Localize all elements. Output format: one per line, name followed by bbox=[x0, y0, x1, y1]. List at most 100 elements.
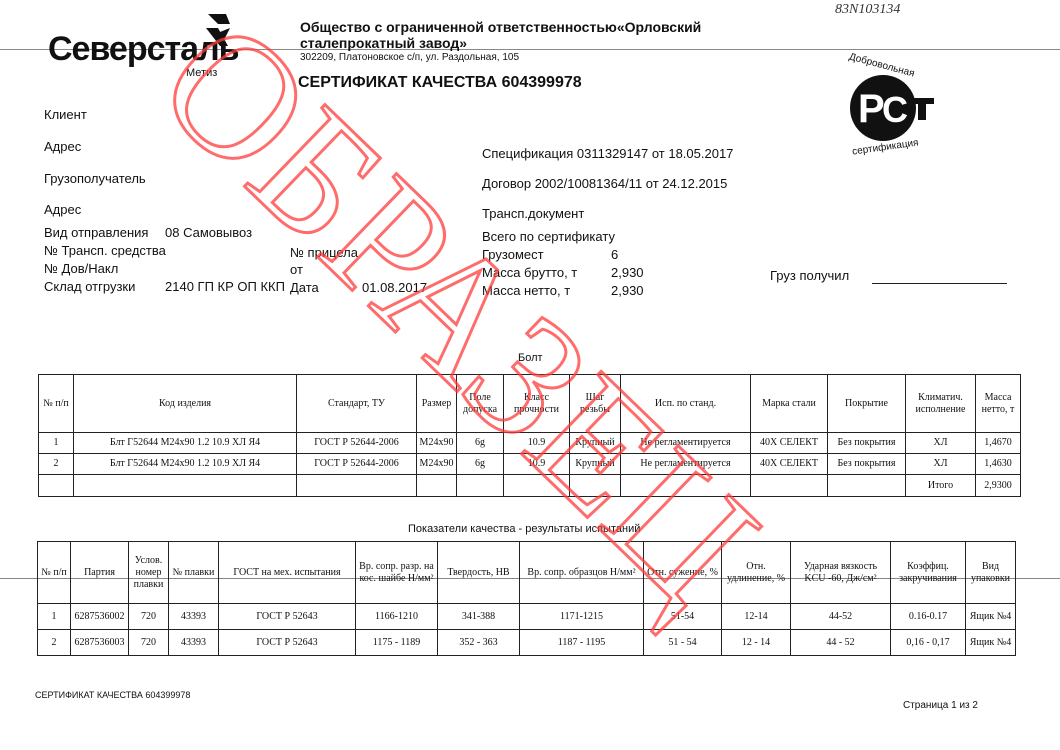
product-header-row: № п/п Код изделия Стандарт, ТУ Размер Поле д… bbox=[38, 374, 1021, 433]
cell: ГОСТ Р 52643 bbox=[218, 603, 356, 630]
date-label: Дата bbox=[290, 280, 319, 295]
col-header: Вр. сопр. разр. на кос. шайбе Н/мм² bbox=[355, 541, 438, 604]
places-label: Грузомест bbox=[482, 247, 544, 262]
cell: 1166-1210 bbox=[355, 603, 438, 630]
contract: Договор 2002/10081364/11 от 24.12.2015 bbox=[482, 176, 728, 191]
col-header: Отн. сужение, % bbox=[643, 541, 722, 604]
col-header: Ударная вязкость KCU -60, Дж/см² bbox=[790, 541, 891, 604]
company-address: 302209, Платоновское с/п, ул. Раздольная… bbox=[300, 52, 520, 63]
footer-page: Страница 1 из 2 bbox=[903, 700, 978, 711]
col-header: Твердость, НВ bbox=[437, 541, 520, 604]
cell: 1,4630 bbox=[975, 453, 1021, 475]
cell: 6287536002 bbox=[70, 603, 129, 630]
cell: ХЛ bbox=[905, 432, 976, 454]
table-row: 1 Блт Г52644 М24х90 1.2 10.9 ХЛ Я4 ГОСТ Р … bbox=[38, 432, 1021, 454]
cell: Блт Г52644 М24х90 1.2 10.9 ХЛ Я4 bbox=[73, 432, 297, 454]
cell: ГОСТ Р 52644-2006 bbox=[296, 453, 417, 475]
cell: Ящик №4 bbox=[965, 629, 1016, 656]
cell: 1 bbox=[37, 603, 71, 630]
cell: 44 - 52 bbox=[790, 629, 891, 656]
product-table: № п/п Код изделия Стандарт, ТУ Размер Поле д… bbox=[38, 374, 1021, 497]
quality-header-row: № п/п Партия Услов. номер плавки № плавки ГО… bbox=[37, 541, 1016, 604]
scan-line bbox=[0, 49, 1060, 50]
table-row: 2 6287536003 720 43393 ГОСТ Р 52643 1175 - 11… bbox=[37, 629, 1016, 656]
svg-text:С: С bbox=[882, 89, 908, 130]
total-label: Итого bbox=[905, 474, 976, 497]
cell: 0,16 - 0,17 bbox=[890, 629, 966, 656]
col-header: № п/п bbox=[38, 374, 74, 433]
company-name-2: сталепрокатный завод» bbox=[300, 35, 468, 51]
cell: Не регламентируется bbox=[620, 432, 751, 454]
cell: Ящик №4 bbox=[965, 603, 1016, 630]
client-label: Клиент bbox=[44, 107, 87, 122]
cell: 40Х СЕЛЕКТ bbox=[750, 453, 828, 475]
col-header: № плавки bbox=[168, 541, 219, 604]
col-header: Масса нетто, т bbox=[975, 374, 1021, 433]
total-value: 2,9300 bbox=[975, 474, 1021, 497]
trailer-label: № прицела bbox=[290, 245, 359, 260]
cell: 43393 bbox=[168, 629, 219, 656]
col-header: Коэффиц. закручивания bbox=[890, 541, 966, 604]
from-label: от bbox=[290, 262, 303, 277]
cell: ГОСТ Р 52643 bbox=[218, 629, 356, 656]
shipment-value: 08 Самовывоз bbox=[165, 225, 253, 240]
cell: М24х90 bbox=[416, 453, 457, 475]
net-label: Масса нетто, т bbox=[482, 283, 571, 298]
product-title: Болт bbox=[518, 352, 543, 364]
col-header: Услов. номер плавки bbox=[128, 541, 169, 604]
cell: Крупный bbox=[569, 432, 621, 454]
signature-line bbox=[872, 283, 1007, 284]
cell: Без покрытия bbox=[827, 453, 906, 475]
cell: 40Х СЕЛЕКТ bbox=[750, 432, 828, 454]
cell: 51-54 bbox=[643, 603, 722, 630]
quality-title: Показатели качества - результаты испытан… bbox=[408, 523, 641, 535]
cell: Без покрытия bbox=[827, 432, 906, 454]
cell: Не регламентируется bbox=[620, 453, 751, 475]
col-header: Отн. удлинение, % bbox=[721, 541, 791, 604]
consignee-label: Грузополучатель bbox=[44, 171, 146, 186]
vehicle-label: № Трансп. средства bbox=[44, 243, 166, 258]
transport-doc-label: Трансп.документ bbox=[482, 206, 585, 221]
logo-brand: Северсталь bbox=[48, 30, 240, 68]
cell: ГОСТ Р 52644-2006 bbox=[296, 432, 417, 454]
logo-sub: Метиз bbox=[186, 67, 218, 79]
cell: М24х90 bbox=[416, 432, 457, 454]
certificate-title: СЕРТИФИКАТ КАЧЕСТВА 604399978 bbox=[298, 74, 582, 91]
places-value: 6 bbox=[611, 247, 619, 262]
cell: 1187 - 1195 bbox=[519, 629, 644, 656]
footer-left: СЕРТИФИКАТ КАЧЕСТВА 604399978 bbox=[35, 690, 191, 700]
col-header: Вр. сопр. образцов Н/мм² bbox=[519, 541, 644, 604]
severstal-logo-icon bbox=[206, 14, 230, 46]
cell: 720 bbox=[128, 603, 169, 630]
col-header: Исп. по станд. bbox=[620, 374, 751, 433]
rst-icon: Р С bbox=[850, 75, 934, 141]
date-value: 01.08.2017 bbox=[362, 280, 428, 295]
col-header: Стандарт, ТУ bbox=[296, 374, 417, 433]
specification: Спецификация 0311329147 от 18.05.2017 bbox=[482, 146, 734, 161]
cell: 1 bbox=[38, 432, 74, 454]
total-row: Итого 2,9300 bbox=[38, 474, 1021, 497]
col-header: Код изделия bbox=[73, 374, 297, 433]
cell: 44-52 bbox=[790, 603, 891, 630]
svg-text:Р: Р bbox=[858, 87, 885, 131]
cell: 1175 - 1189 bbox=[355, 629, 438, 656]
cell: 6g bbox=[456, 453, 504, 475]
address-label: Адрес bbox=[44, 139, 82, 154]
cell: 6287536003 bbox=[70, 629, 129, 656]
invoice-label: № Дов/Накл bbox=[44, 261, 119, 276]
cell: 12 - 14 bbox=[721, 629, 791, 656]
rst-certification-logo: Р С Добровольная сертификация bbox=[830, 51, 940, 158]
cell: 1,4670 bbox=[975, 432, 1021, 454]
cell: 43393 bbox=[168, 603, 219, 630]
cell: 51 - 54 bbox=[643, 629, 722, 656]
col-header: Партия bbox=[70, 541, 129, 604]
col-header: Марка стали bbox=[750, 374, 828, 433]
col-header: Шаг резьбы bbox=[569, 374, 621, 433]
cell: 0.16-0.17 bbox=[890, 603, 966, 630]
col-header: № п/п bbox=[37, 541, 71, 604]
cell: 1171-1215 bbox=[519, 603, 644, 630]
cell: 6g bbox=[456, 432, 504, 454]
warehouse-label: Склад отгрузки bbox=[44, 279, 136, 294]
quality-table: № п/п Партия Услов. номер плавки № плавки ГО… bbox=[37, 541, 1016, 656]
